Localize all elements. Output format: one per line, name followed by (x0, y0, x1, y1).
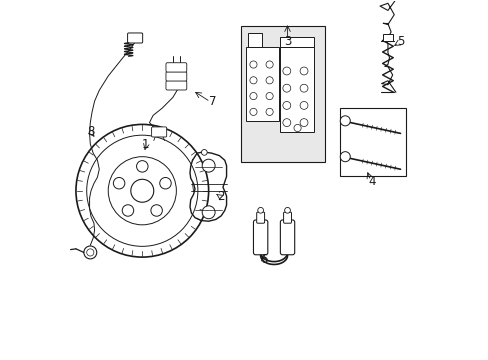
Circle shape (201, 149, 207, 155)
FancyBboxPatch shape (283, 212, 291, 223)
Bar (280, 47, 314, 132)
Polygon shape (247, 33, 261, 47)
Circle shape (122, 205, 133, 216)
Text: 2: 2 (217, 190, 224, 203)
Circle shape (300, 67, 307, 75)
Text: 6: 6 (260, 253, 267, 266)
Circle shape (282, 102, 290, 109)
Circle shape (300, 84, 307, 92)
Circle shape (300, 102, 307, 109)
FancyBboxPatch shape (165, 63, 186, 72)
Circle shape (257, 207, 263, 213)
Text: 1: 1 (142, 138, 149, 151)
Circle shape (249, 77, 257, 84)
Circle shape (113, 177, 124, 189)
Circle shape (249, 93, 257, 100)
FancyBboxPatch shape (256, 212, 264, 223)
FancyBboxPatch shape (280, 220, 294, 255)
FancyBboxPatch shape (165, 72, 186, 81)
Circle shape (265, 61, 273, 68)
Circle shape (202, 206, 215, 219)
Circle shape (136, 161, 148, 172)
Bar (339, 108, 405, 176)
Bar (382, 34, 392, 41)
Text: 4: 4 (367, 175, 375, 188)
FancyBboxPatch shape (165, 81, 186, 90)
FancyBboxPatch shape (253, 220, 267, 255)
Circle shape (151, 205, 162, 216)
Text: 3: 3 (283, 35, 291, 49)
Text: 7: 7 (209, 95, 216, 108)
Circle shape (282, 67, 290, 75)
Text: 8: 8 (87, 125, 95, 138)
Circle shape (160, 177, 171, 189)
Circle shape (284, 207, 290, 213)
FancyBboxPatch shape (127, 33, 142, 43)
Circle shape (249, 61, 257, 68)
Circle shape (83, 246, 97, 259)
Polygon shape (280, 37, 314, 47)
Circle shape (300, 119, 307, 127)
Circle shape (282, 84, 290, 92)
Circle shape (265, 77, 273, 84)
FancyBboxPatch shape (151, 127, 166, 137)
Circle shape (265, 93, 273, 100)
Circle shape (202, 159, 215, 172)
Bar (241, 26, 325, 162)
Circle shape (340, 152, 349, 162)
Circle shape (282, 119, 290, 127)
Bar (246, 47, 278, 121)
Circle shape (265, 108, 273, 116)
Circle shape (293, 125, 301, 132)
Circle shape (249, 108, 257, 116)
Circle shape (340, 116, 349, 126)
Text: 5: 5 (396, 35, 404, 49)
Circle shape (86, 249, 94, 256)
